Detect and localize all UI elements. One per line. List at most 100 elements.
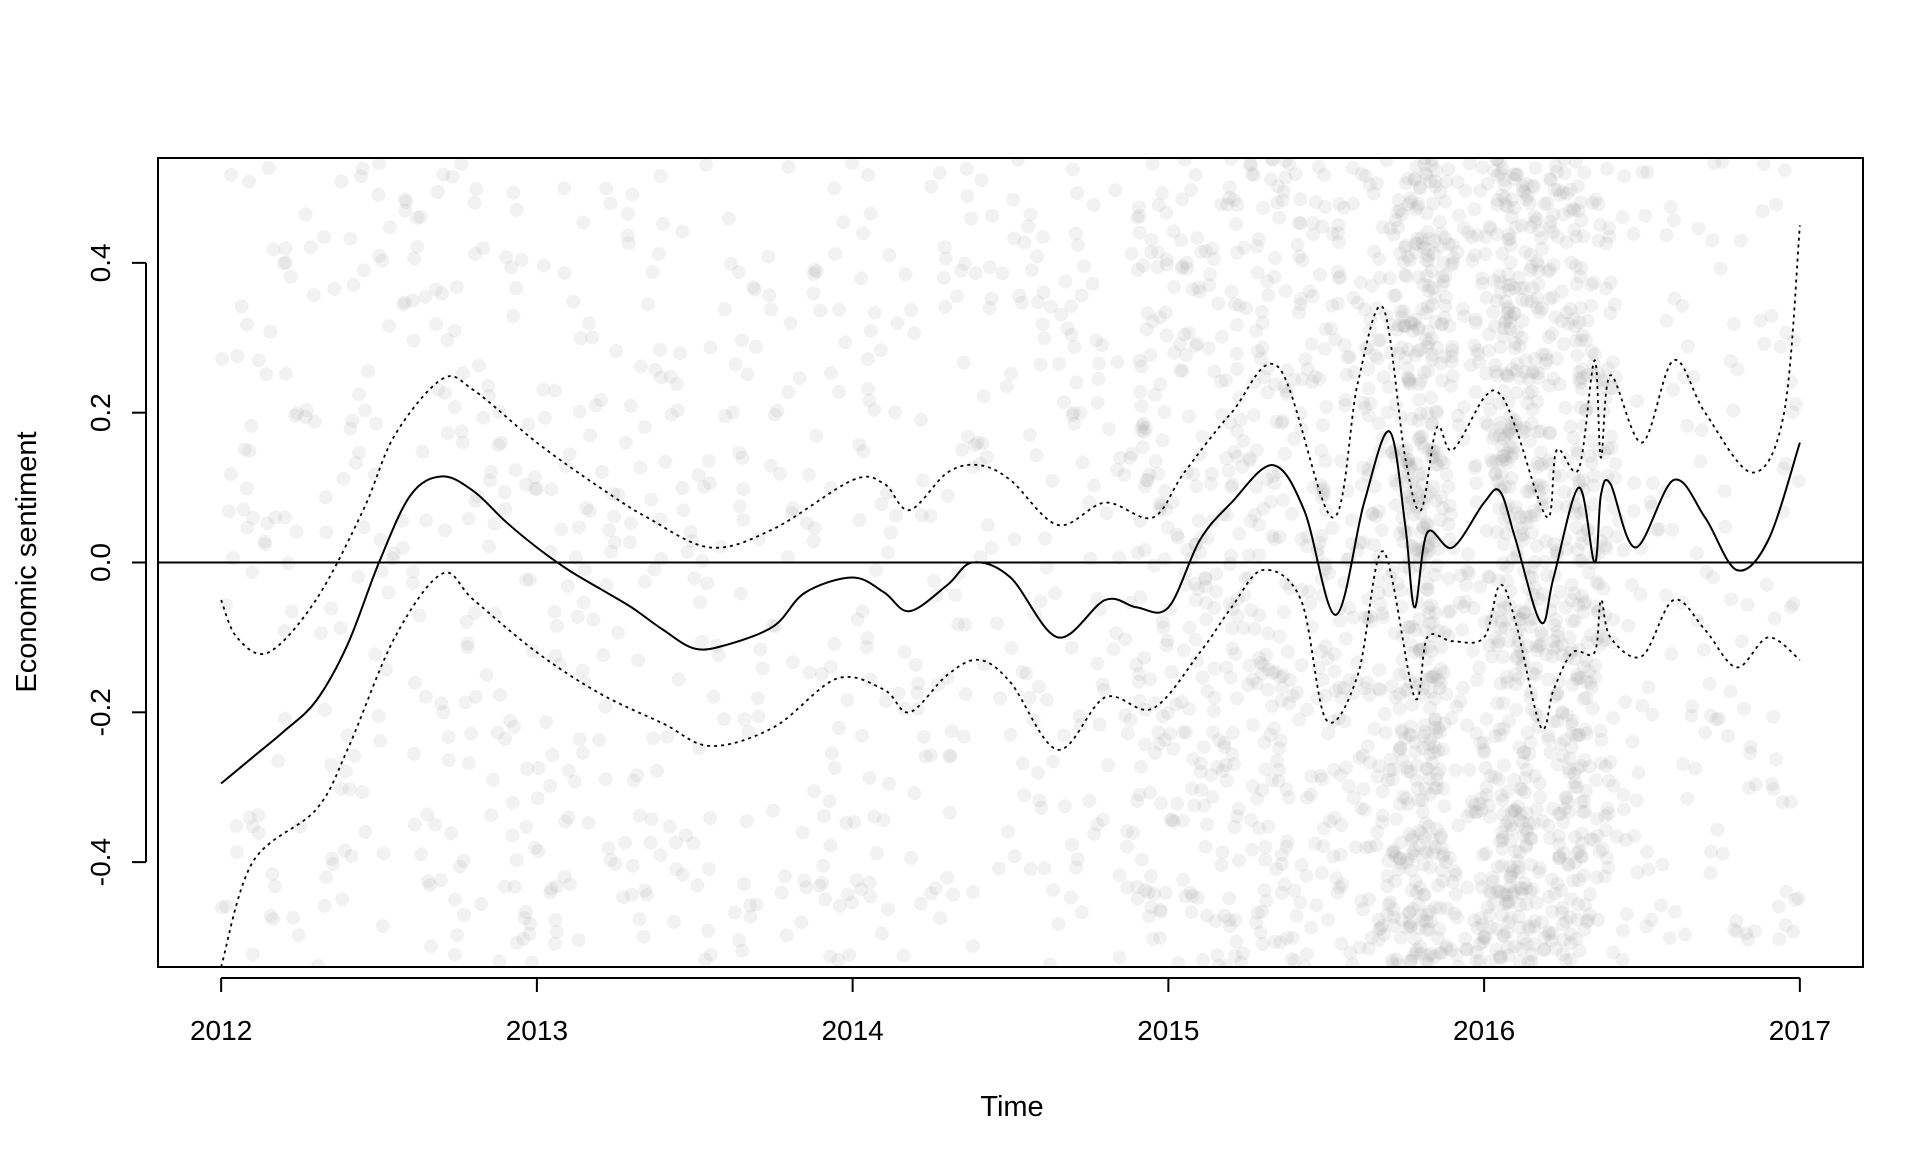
scatter-point xyxy=(1492,834,1507,849)
scatter-point xyxy=(1597,869,1612,884)
scatter-point xyxy=(1315,672,1330,687)
scatter-point xyxy=(1130,210,1145,225)
scatter-point xyxy=(1165,495,1180,510)
scatter-point xyxy=(1153,796,1168,811)
scatter-point xyxy=(1400,764,1415,779)
scatter-point xyxy=(1337,338,1352,352)
scatter-point xyxy=(375,253,390,268)
scatter-point xyxy=(424,939,438,954)
scatter-point xyxy=(1358,681,1373,696)
scatter-point xyxy=(718,409,732,423)
scatter-point xyxy=(1503,859,1518,874)
scatter-point xyxy=(1179,255,1194,270)
scatter-point xyxy=(735,943,750,958)
scatter-point xyxy=(1132,353,1147,368)
scatter-point xyxy=(1513,370,1528,385)
scatter-point xyxy=(1527,914,1542,929)
scatter-point xyxy=(1650,522,1665,537)
scatter-point xyxy=(1655,857,1670,872)
scatter-point xyxy=(1568,830,1582,844)
scatter-point xyxy=(1393,409,1408,424)
scatter-point xyxy=(516,931,531,946)
scatter-point xyxy=(1704,844,1719,859)
scatter-point xyxy=(1582,664,1597,679)
scatter-point xyxy=(1425,616,1440,630)
scatter-point xyxy=(1030,249,1045,264)
scatter-point xyxy=(1662,931,1677,946)
scatter-point xyxy=(1489,883,1504,898)
scatter-point xyxy=(1250,791,1265,806)
scatter-point xyxy=(1418,816,1433,831)
scatter-point xyxy=(1038,531,1053,546)
scatter-point xyxy=(1543,214,1558,229)
scatter-point xyxy=(1408,348,1423,363)
scatter-point xyxy=(1510,357,1525,371)
scatter-point xyxy=(732,499,747,514)
scatter-point xyxy=(1487,273,1502,288)
scatter-point xyxy=(261,161,276,175)
scatter-point xyxy=(1507,281,1522,295)
scatter-point xyxy=(1135,419,1150,434)
scatter-point xyxy=(1568,855,1583,870)
scatter-point xyxy=(1500,369,1515,384)
scatter-point xyxy=(1566,430,1581,445)
scatter-point xyxy=(1541,672,1556,687)
scatter-point xyxy=(352,445,367,460)
scatter-point xyxy=(1575,826,1589,841)
scatter-point xyxy=(1338,398,1352,413)
scatter-point xyxy=(1600,468,1615,483)
scatter-point xyxy=(458,695,473,710)
scatter-point xyxy=(1501,896,1516,911)
scatter-point xyxy=(785,655,800,670)
scatter-point xyxy=(1594,756,1608,770)
scatter-point xyxy=(1544,326,1559,341)
scatter-point xyxy=(1365,279,1380,293)
scatter-point xyxy=(1328,332,1343,347)
scatter-point xyxy=(1293,216,1308,231)
scatter-point xyxy=(1235,459,1250,474)
scatter-point xyxy=(809,264,824,279)
scatter-point xyxy=(1311,660,1326,675)
scatter-point xyxy=(1527,937,1542,952)
scatter-point xyxy=(1523,831,1538,846)
scatter-point xyxy=(1515,647,1530,662)
scatter-point xyxy=(1523,220,1538,235)
scatter-point xyxy=(1522,484,1537,499)
scatter-point xyxy=(1342,349,1357,364)
scatter-point xyxy=(1586,367,1601,382)
scatter-point xyxy=(644,492,659,507)
scatter-point xyxy=(1460,942,1475,957)
scatter-point xyxy=(1554,883,1569,898)
scatter-point xyxy=(410,239,425,254)
scatter-point xyxy=(1211,296,1226,311)
scatter-point xyxy=(1067,339,1082,354)
scatter-point xyxy=(1421,278,1436,293)
scatter-point xyxy=(1118,708,1132,723)
scatter-point xyxy=(1337,681,1352,696)
scatter-point xyxy=(1561,858,1576,873)
scatter-point xyxy=(1254,351,1268,366)
scatter-point xyxy=(1426,479,1441,494)
scatter-point xyxy=(1555,648,1570,663)
scatter-point xyxy=(598,699,613,714)
scatter-point xyxy=(561,810,576,825)
scatter-point xyxy=(1643,495,1658,510)
scatter-point xyxy=(1495,841,1510,856)
scatter-point xyxy=(1517,745,1532,760)
scatter-point xyxy=(1515,782,1529,797)
scatter-point xyxy=(560,578,575,593)
scatter-point xyxy=(1250,905,1265,920)
scatter-point xyxy=(1215,407,1230,422)
scatter-point xyxy=(1420,518,1435,533)
scatter-point xyxy=(781,385,796,400)
scatter-point xyxy=(1541,818,1556,833)
scatter-point xyxy=(1147,887,1162,901)
scatter-point xyxy=(1345,957,1360,967)
scatter-point xyxy=(897,644,912,659)
scatter-point xyxy=(1615,952,1630,967)
scatter-point xyxy=(1438,625,1452,640)
scatter-point xyxy=(1257,735,1272,750)
scatter-point xyxy=(1166,224,1181,239)
scatter-point xyxy=(1532,861,1547,876)
scatter-point xyxy=(1392,701,1407,716)
